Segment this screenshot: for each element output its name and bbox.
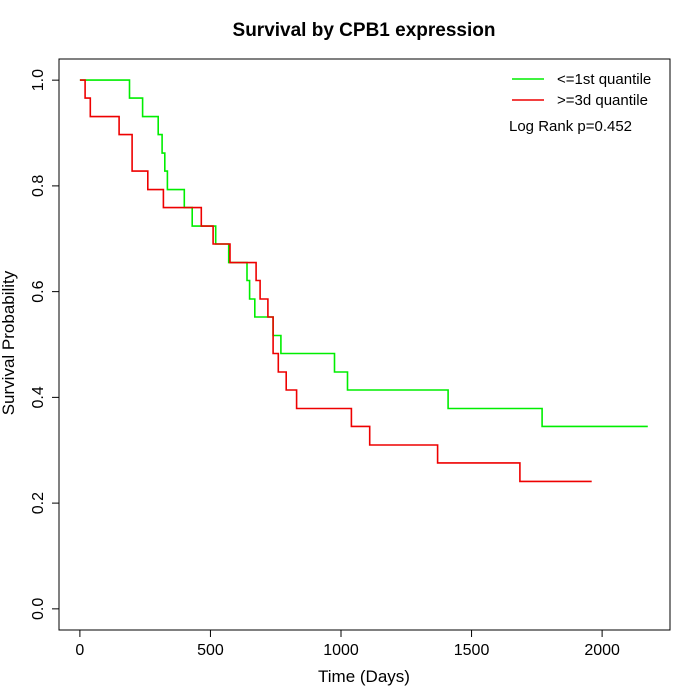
y-axis: 0.0 0.2 0.4 0.6 0.8 1.0 [30,69,59,620]
x-axis-label: Time (Days) [318,667,410,686]
y-tick-label: 1.0 [30,69,47,91]
legend-label-high: >=3d quantile [557,92,648,109]
y-tick-label: 0.8 [30,175,47,197]
legend: <=1st quantile >=3d quantile [512,71,651,109]
y-tick-label: 0.4 [30,386,47,408]
y-axis-label: Survival Probability [0,270,18,415]
chart-title: Survival by CPB1 expression [233,20,496,41]
x-tick-label: 1000 [323,642,359,659]
legend-label-low: <=1st quantile [557,71,651,88]
x-tick-label: 1500 [454,642,490,659]
series-layer [79,79,648,483]
y-tick-label: 0.6 [30,280,47,302]
x-tick-label: 2000 [584,642,620,659]
series-line-low [79,79,648,428]
y-tick-label: 0.0 [30,598,47,620]
x-tick-label: 500 [197,642,224,659]
log-rank-annotation: Log Rank p=0.452 [509,118,632,135]
x-tick-label: 0 [75,642,84,659]
y-tick-label: 0.2 [30,492,47,514]
x-axis: 0 500 1000 1500 2000 [75,630,620,659]
plot-frame [58,58,671,631]
series-line-high [79,79,592,483]
